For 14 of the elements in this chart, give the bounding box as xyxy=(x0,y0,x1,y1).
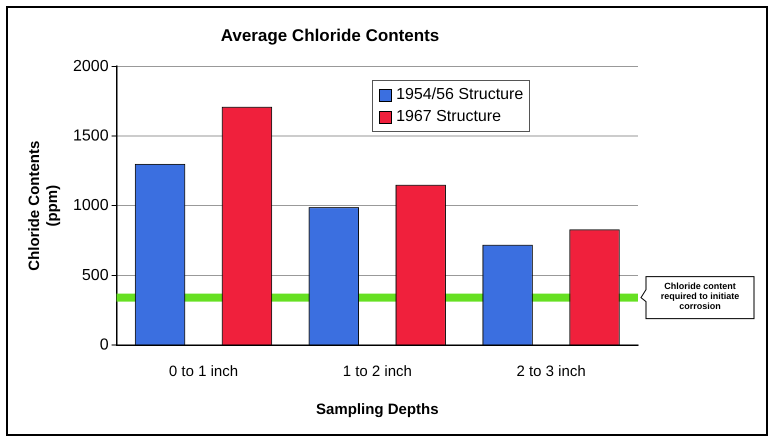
y-tick-label: 500 xyxy=(82,266,109,284)
y-axis-title: Chloride Contents (ppm) xyxy=(26,140,62,271)
legend-label: 1954/56 Structure xyxy=(396,85,524,106)
ref-line-label: Chloride content required to initiate corrosion xyxy=(660,280,740,313)
y-tick-label: 1500 xyxy=(73,127,109,144)
y-tick-label: 0 xyxy=(100,336,109,354)
x-tick-label: 0 to 1 inch xyxy=(168,363,238,380)
x-tick-label: 1 to 2 inch xyxy=(342,363,412,380)
y-tick-label: 2000 xyxy=(73,58,109,75)
chart-title: Average Chloride Contents xyxy=(220,26,440,45)
x-tick-label: 2 to 3 inch xyxy=(516,363,586,380)
x-axis-title: Sampling Depths xyxy=(316,401,439,418)
y-tick-label: 1000 xyxy=(73,197,109,214)
legend-label: 1967 Structure xyxy=(396,107,502,128)
